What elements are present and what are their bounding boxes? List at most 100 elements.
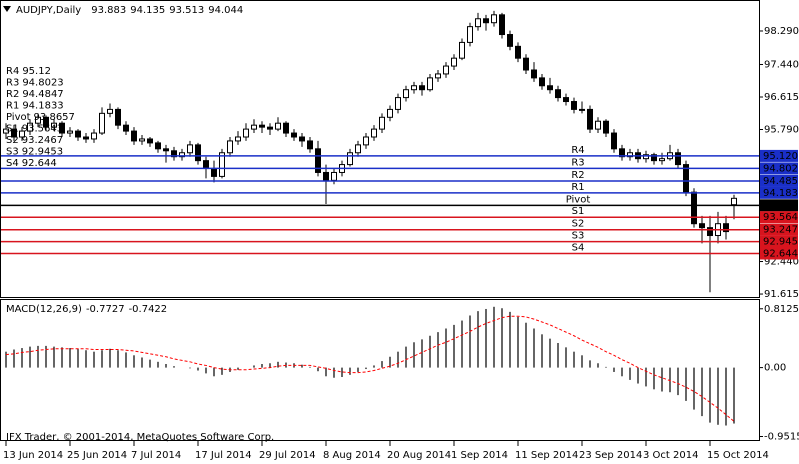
pivot-name: S4 <box>572 242 585 253</box>
candle-body <box>443 65 449 75</box>
candle-body <box>43 116 49 128</box>
candle-body <box>59 122 65 134</box>
pivot-name: S3 <box>572 231 585 242</box>
y-tick-label: 96.615 <box>764 92 799 103</box>
candle-body <box>139 138 145 142</box>
pivot-price-label: 93.866 <box>763 200 798 211</box>
ohlc-value: 94.135 <box>130 5 165 16</box>
candle-body <box>219 152 225 177</box>
candle-body <box>531 69 537 79</box>
candle-body <box>507 34 513 47</box>
pivot-price-box <box>760 149 798 162</box>
pivot-legend-name: S1 <box>6 124 19 135</box>
x-tick-label: 17 Jul 2014 <box>195 450 252 461</box>
candle-body <box>315 148 321 173</box>
candle-body <box>499 14 505 36</box>
pivot-price-box <box>760 247 798 260</box>
menu-arrow[interactable] <box>3 6 11 12</box>
candle-body <box>187 144 193 154</box>
ohlc-value: 93.513 <box>169 5 204 16</box>
pivot-name: R4 <box>571 145 584 156</box>
candle-body <box>419 85 425 91</box>
pivot-legend: R2 94.4847 <box>6 89 64 100</box>
pivot-name: S1 <box>572 206 585 217</box>
candle-body <box>19 130 25 138</box>
x-tick-label: 25 Jun 2014 <box>67 450 127 461</box>
pivot-legend: S1 93.5643 <box>6 124 63 135</box>
pivot-price-label: 93.247 <box>763 225 798 236</box>
pivot-price-box <box>760 162 798 175</box>
x-tick-label: 1 Sep 2014 <box>451 450 508 461</box>
candle-body <box>659 158 665 162</box>
candle-body <box>363 136 369 146</box>
pivot-price-label: 94.183 <box>763 188 798 199</box>
pivot-legend: Pivot 93.8657 <box>6 112 75 123</box>
pivot-price-label: 92.945 <box>763 237 798 248</box>
symbol: AUDJPY,Daily <box>16 5 81 16</box>
candle-body <box>595 120 601 130</box>
candle-body <box>355 144 361 154</box>
pivot-legend: S4 92.644 <box>6 158 57 169</box>
candle-body <box>251 124 257 130</box>
candle-body <box>523 57 529 71</box>
candle-body <box>171 150 177 158</box>
candle-body <box>291 132 297 138</box>
pivot-legend-value: 94.8023 <box>22 78 63 89</box>
x-tick-label: 29 Jul 2014 <box>259 450 316 461</box>
candle-body <box>227 140 233 154</box>
pivot-legend-name: S4 <box>6 158 19 169</box>
macd-value: -0.7727 <box>86 304 125 315</box>
candle-body <box>379 116 385 130</box>
pivot-price-label: 94.802 <box>763 163 798 174</box>
pivot-legend-name: R4 <box>6 66 19 77</box>
pivot-price-box <box>760 186 798 199</box>
candle-body <box>579 108 585 111</box>
chart-title: AUDJPY,Daily 93.883 94.135 93.513 94.044 <box>16 5 243 16</box>
candle-body <box>99 112 105 134</box>
signal-value: -0.7422 <box>129 304 168 315</box>
pivot-legend-value: 95.12 <box>22 66 51 77</box>
pivot-name: R1 <box>571 182 584 193</box>
candle-body <box>267 126 273 130</box>
main-panel-frame <box>0 0 760 298</box>
candle-body <box>411 85 417 91</box>
candle-body <box>459 41 465 59</box>
candle-body <box>3 128 9 134</box>
candle-body <box>91 132 97 140</box>
candle-body <box>475 18 481 28</box>
pivot-legend-value: 93.2467 <box>22 135 63 146</box>
x-tick-label: 8 Aug 2014 <box>323 450 381 461</box>
candle-body <box>731 197 737 206</box>
candle-body <box>147 138 153 144</box>
y-tick-label: 95.790 <box>764 125 799 136</box>
candle-body <box>115 108 121 126</box>
signal-line <box>5 315 735 422</box>
candle-body <box>131 130 137 142</box>
candle-body <box>75 130 81 138</box>
candle-body <box>67 130 73 134</box>
candle-body <box>51 122 57 128</box>
pivot-price-label: 93.564 <box>763 212 798 223</box>
x-tick-label: 13 Jun 2014 <box>3 450 63 461</box>
candle-body <box>483 18 489 24</box>
pivot-legend-name: S3 <box>6 147 19 158</box>
candle-body <box>427 77 433 91</box>
x-tick-label: 20 Aug 2014 <box>387 450 451 461</box>
candle-body <box>651 154 657 162</box>
y-tick-label: 92.440 <box>764 257 799 268</box>
y-tick-label: -0.9515 <box>764 431 799 442</box>
candle-body <box>699 223 705 229</box>
pivot-legend: S3 92.9453 <box>6 147 63 158</box>
pivot-price-box <box>760 223 798 236</box>
pivot-name: R3 <box>571 157 584 168</box>
candle-body <box>643 154 649 160</box>
x-tick-label: 3 Oct 2014 <box>643 450 698 461</box>
pivot-price-label: 92.644 <box>763 248 798 259</box>
x-tick-label: 15 Oct 2014 <box>707 450 769 461</box>
pivot-price-box <box>760 211 798 224</box>
candle-body <box>627 152 633 158</box>
